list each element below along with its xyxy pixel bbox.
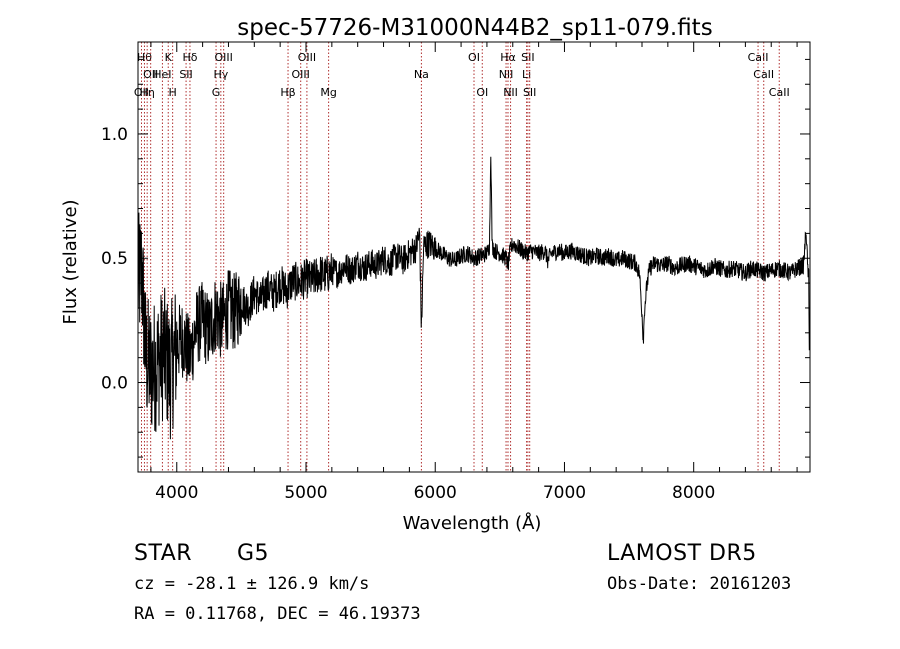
line-marker-label: OI [476, 86, 488, 99]
x-tick-label: 8000 [672, 483, 715, 503]
x-tick-label: 5000 [284, 483, 327, 503]
line-marker-label: Hη [140, 86, 155, 99]
x-axis: 4000 5000 6000 7000 8000 [150, 42, 798, 503]
line-marker-label: Hβ [280, 86, 295, 99]
y-tick-label: 1.0 [101, 125, 128, 145]
line-marker-label: OIII [298, 51, 316, 64]
line-marker-label: NII [499, 68, 514, 81]
plot-frame [137, 41, 811, 473]
x-tick-label: 4000 [155, 483, 198, 503]
line-marker-label: H [168, 86, 176, 99]
line-marker-label: HeI [153, 68, 171, 81]
line-marker-label: OIII [214, 51, 232, 64]
coordinates: RA = 0.11768, DEC = 46.19373 [134, 604, 421, 624]
redshift-readout: cz = -28.1 ± 126.9 km/s [134, 574, 370, 594]
line-marker-label: NII [503, 86, 518, 99]
line-marker-label: Hγ [213, 68, 228, 81]
y-tick-label: 0.5 [101, 249, 128, 269]
survey-name: LAMOST DR5 [607, 541, 757, 566]
line-marker-label: SII [521, 51, 534, 64]
line-marker-label: SII [179, 68, 192, 81]
object-class: STAR [134, 541, 193, 566]
spectrum-line [137, 156, 810, 440]
line-marker-label: K [165, 51, 173, 64]
y-axis: 0.0 0.5 1.0 [101, 58, 810, 458]
line-marker-label: OI [468, 51, 480, 64]
line-marker-label: G [212, 86, 221, 99]
line-marker-label: CaII [748, 51, 769, 64]
y-tick-label: 0.0 [101, 374, 128, 394]
x-tick-label: 6000 [414, 483, 457, 503]
subclass: G5 [237, 541, 270, 566]
line-marker-label: Hα [500, 51, 516, 64]
line-marker-label: OII [143, 68, 158, 81]
line-marker-label: CaII [769, 86, 790, 99]
y-axis-label: Flux (relative) [60, 199, 81, 324]
line-marker-label: Hθ [137, 51, 152, 64]
line-marker-label: Na [414, 68, 429, 81]
line-marker-label: SII [523, 86, 536, 99]
chart-title: spec-57726-M31000N44B2_sp11-079.fits [237, 15, 712, 41]
obs-date: Obs-Date: 20161203 [607, 574, 792, 594]
line-marker-label: OIII [292, 68, 310, 81]
line-marker-label: Li [522, 68, 531, 81]
line-marker-label: Mg [320, 86, 336, 99]
line-marker-label: Hδ [182, 51, 197, 64]
line-marker-label: CaII [753, 68, 774, 81]
x-tick-label: 7000 [543, 483, 586, 503]
x-axis-label: Wavelength (Å) [403, 512, 542, 534]
